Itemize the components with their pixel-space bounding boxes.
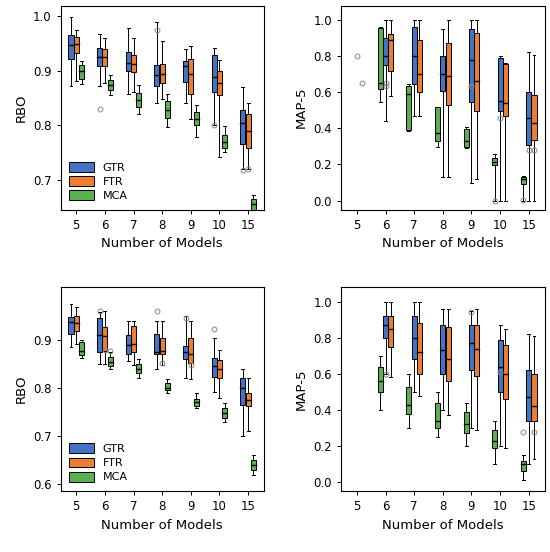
Bar <box>474 33 480 110</box>
Bar <box>464 129 469 147</box>
X-axis label: Number of Models: Number of Models <box>101 237 223 250</box>
Bar <box>212 55 217 92</box>
Bar <box>108 79 113 91</box>
Bar <box>378 28 383 89</box>
Bar <box>217 360 222 379</box>
Y-axis label: RBO: RBO <box>14 93 28 122</box>
Bar <box>155 65 159 86</box>
Bar <box>136 364 141 373</box>
Bar <box>68 317 74 335</box>
X-axis label: Number of Models: Number of Models <box>382 519 504 532</box>
Bar <box>503 345 508 399</box>
Bar <box>417 323 422 374</box>
Bar <box>435 107 440 141</box>
Bar <box>188 338 194 363</box>
Bar <box>492 158 497 165</box>
Bar <box>251 460 256 470</box>
Bar <box>245 114 251 148</box>
Bar <box>383 316 388 338</box>
Bar <box>417 40 422 92</box>
Bar <box>469 29 474 102</box>
Bar <box>406 386 411 413</box>
Bar <box>464 412 469 433</box>
Bar <box>131 55 136 72</box>
Y-axis label: MAP-5: MAP-5 <box>295 369 308 410</box>
Bar <box>440 56 446 91</box>
Bar <box>435 403 440 428</box>
Bar <box>521 178 526 184</box>
X-axis label: Number of Models: Number of Models <box>101 519 223 532</box>
Bar <box>503 63 508 116</box>
Y-axis label: MAP-5: MAP-5 <box>295 87 308 128</box>
Bar <box>411 316 417 359</box>
Bar <box>79 65 84 79</box>
Bar <box>183 61 188 82</box>
Bar <box>498 339 503 392</box>
Bar <box>74 316 79 331</box>
Bar <box>474 325 480 376</box>
Bar <box>165 102 170 118</box>
Bar <box>245 393 251 406</box>
Bar <box>160 64 165 83</box>
Bar <box>526 370 531 421</box>
Bar <box>97 48 102 66</box>
Bar <box>531 95 537 140</box>
Bar <box>406 87 411 130</box>
Bar <box>125 335 131 354</box>
Y-axis label: RBO: RBO <box>14 375 28 404</box>
Bar <box>240 110 245 144</box>
Bar <box>492 430 497 448</box>
X-axis label: Number of Models: Number of Models <box>382 237 504 250</box>
Bar <box>222 408 227 418</box>
Bar <box>378 367 383 392</box>
Bar <box>240 379 245 405</box>
Bar <box>68 35 74 59</box>
Bar <box>469 325 474 370</box>
Bar <box>521 460 526 471</box>
Bar <box>194 399 199 406</box>
Bar <box>194 112 199 125</box>
Bar <box>102 327 107 351</box>
Bar <box>212 358 217 378</box>
Bar <box>79 342 84 355</box>
Bar <box>251 199 256 210</box>
Bar <box>411 27 417 83</box>
Bar <box>160 338 165 354</box>
Bar <box>108 357 113 367</box>
Bar <box>102 49 107 66</box>
Bar <box>446 44 450 105</box>
Bar <box>383 38 388 66</box>
Bar <box>165 383 170 390</box>
Bar <box>136 93 141 107</box>
Bar <box>222 135 227 148</box>
Legend: GTR, FTR, MCA: GTR, FTR, MCA <box>66 158 131 204</box>
Bar <box>188 59 194 94</box>
Bar <box>155 335 159 354</box>
Bar <box>498 58 503 110</box>
Bar <box>217 71 222 95</box>
Bar <box>440 325 446 374</box>
Bar <box>446 327 450 381</box>
Bar <box>531 374 537 421</box>
Bar <box>183 346 188 359</box>
Bar <box>388 316 393 347</box>
Legend: GTR, FTR, MCA: GTR, FTR, MCA <box>66 440 131 486</box>
Bar <box>526 92 531 145</box>
Bar <box>97 319 102 352</box>
Bar <box>388 34 393 71</box>
Bar <box>125 52 131 71</box>
Bar <box>131 326 136 352</box>
Bar <box>74 37 79 54</box>
